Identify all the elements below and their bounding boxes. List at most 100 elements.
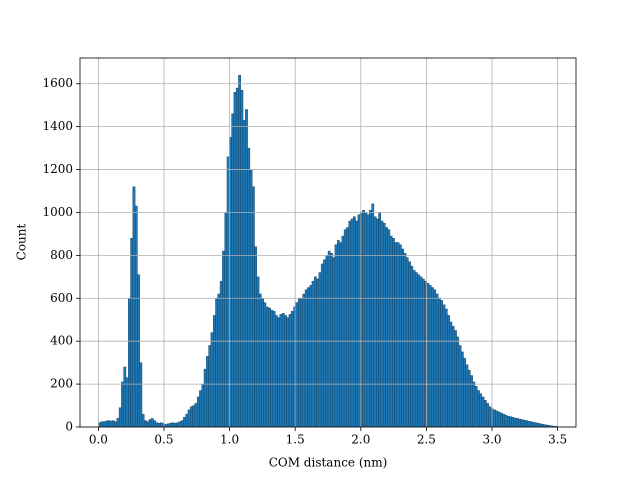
bar (274, 315, 278, 428)
bar (252, 186, 255, 428)
bar (421, 278, 425, 428)
bar (454, 330, 457, 428)
bar (116, 418, 120, 428)
bar (311, 280, 315, 428)
bar (364, 212, 368, 428)
bar (458, 345, 462, 428)
bar (141, 413, 145, 428)
bar (438, 298, 441, 428)
bar (102, 421, 106, 428)
bar (297, 298, 301, 428)
bar (121, 381, 124, 428)
bar (130, 238, 134, 428)
bar (463, 358, 466, 428)
bar (212, 315, 216, 428)
bar (210, 332, 214, 428)
bar (536, 422, 540, 428)
bar (176, 422, 179, 428)
bar (128, 298, 131, 428)
bar (527, 421, 531, 428)
bar (183, 417, 186, 428)
bar (238, 74, 241, 428)
x-tick-label: 1.5 (286, 433, 305, 447)
bar (336, 240, 340, 428)
bar (373, 216, 377, 428)
bar (265, 306, 269, 428)
bar (284, 315, 287, 428)
bar (199, 390, 202, 428)
bar (134, 205, 138, 428)
y-tick-label: 0 (65, 420, 73, 434)
bar (146, 421, 150, 428)
bar (371, 203, 375, 428)
y-tick-label: 1000 (42, 205, 73, 219)
bar (279, 314, 283, 428)
bar (339, 242, 342, 428)
y-tick-label: 1200 (42, 162, 73, 176)
bar (398, 244, 402, 428)
grid (80, 58, 576, 428)
bar (442, 304, 446, 428)
bar (433, 289, 437, 428)
bar (295, 302, 299, 428)
bar (470, 375, 473, 428)
bar (477, 390, 480, 428)
bar (192, 405, 196, 428)
x-tick-label: 3.0 (482, 433, 501, 447)
bar (286, 317, 290, 428)
bar (123, 366, 127, 428)
bar (178, 421, 182, 428)
bar (467, 369, 471, 428)
bar (334, 244, 338, 428)
x-axis-label: COM distance (nm) (269, 456, 388, 470)
bar (185, 413, 189, 428)
bar (474, 386, 478, 428)
y-axis-label: Count (15, 223, 29, 260)
bar (219, 280, 223, 428)
bar (320, 263, 324, 428)
bar (408, 261, 411, 428)
bar (258, 293, 262, 428)
bar (394, 242, 398, 428)
bar (330, 253, 333, 428)
x-tick-label: 2.5 (417, 433, 436, 447)
bar (348, 220, 352, 428)
y-tick-label: 400 (50, 334, 73, 348)
bar (132, 186, 136, 428)
bar (479, 393, 483, 428)
x-tick-label: 2.0 (351, 433, 370, 447)
bar (541, 424, 545, 428)
bar (529, 421, 533, 428)
bar (412, 270, 416, 428)
bar (456, 336, 460, 428)
bar (314, 276, 317, 428)
y-tick-label: 1400 (42, 119, 73, 133)
bar (323, 259, 326, 428)
bar (261, 298, 264, 428)
bar (242, 120, 246, 428)
bar (516, 418, 519, 428)
bar (444, 308, 448, 428)
bar (190, 406, 193, 428)
bar (410, 265, 414, 428)
bar (350, 218, 354, 428)
bar (504, 415, 508, 428)
bar (155, 422, 159, 428)
bar (357, 214, 361, 428)
bar (493, 409, 496, 428)
bar (506, 416, 510, 428)
bar (277, 317, 280, 428)
bar (180, 420, 184, 428)
bar (481, 396, 485, 428)
bar (518, 418, 522, 428)
bar (187, 409, 191, 428)
bar (247, 147, 251, 428)
bar (167, 423, 170, 428)
bar (534, 422, 538, 428)
bar (327, 250, 331, 428)
bar (111, 420, 115, 428)
bar (532, 422, 535, 428)
y-tick-label: 600 (50, 291, 73, 305)
bar (139, 362, 143, 428)
